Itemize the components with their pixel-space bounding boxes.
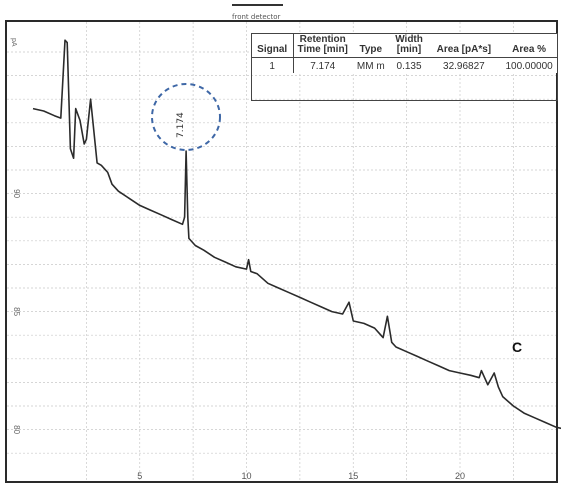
y-unit-label: pA xyxy=(10,38,17,47)
y-tick-label: 90 xyxy=(12,189,21,198)
plot-frame xyxy=(5,20,558,483)
cell-retention-time: 7.174 xyxy=(310,61,336,72)
col-type: Type xyxy=(351,33,391,58)
cell-width: 0.135 xyxy=(396,61,422,72)
y-tick-label: 80 xyxy=(12,425,21,434)
y-tick-label: 85 xyxy=(12,307,21,316)
x-tick-label: 5 xyxy=(137,471,142,481)
x-tick-label: 10 xyxy=(241,471,251,481)
chromatogram-trace xyxy=(32,39,561,430)
col-area-percent: Area % xyxy=(500,33,558,58)
y-axis-ticks: 90 85 80 xyxy=(12,189,21,434)
panel-label: C xyxy=(512,339,523,355)
cell-area: 32.96827 xyxy=(443,61,485,72)
peak-highlight-circle xyxy=(151,83,221,151)
col-signal: Signal xyxy=(251,33,295,58)
peak-label: 7.174 xyxy=(176,112,186,138)
detector-label: front detector xyxy=(232,13,281,21)
table-row: 1 7.174 MM m 0.135 32.96827 100.00000 xyxy=(251,57,558,73)
cell-type: MM m xyxy=(356,61,385,72)
grid xyxy=(7,22,556,481)
peak-table: Signal Retention Time [min] Type Width [… xyxy=(251,33,558,73)
col-retention-time: Retention Time [min] xyxy=(293,33,352,58)
x-tick-label: 15 xyxy=(348,471,358,481)
col-area: Area [pA*s] xyxy=(427,33,501,58)
cell-signal: 1 xyxy=(251,57,295,73)
cell-area-percent: 100.00000 xyxy=(505,61,553,72)
x-axis-ticks: 5 10 15 20 xyxy=(137,471,465,481)
col-width: Width [min] xyxy=(390,33,428,58)
detector-header-rule xyxy=(232,4,283,6)
peak-table-header: Signal Retention Time [min] Type Width [… xyxy=(251,33,558,58)
x-tick-label: 20 xyxy=(455,471,465,481)
